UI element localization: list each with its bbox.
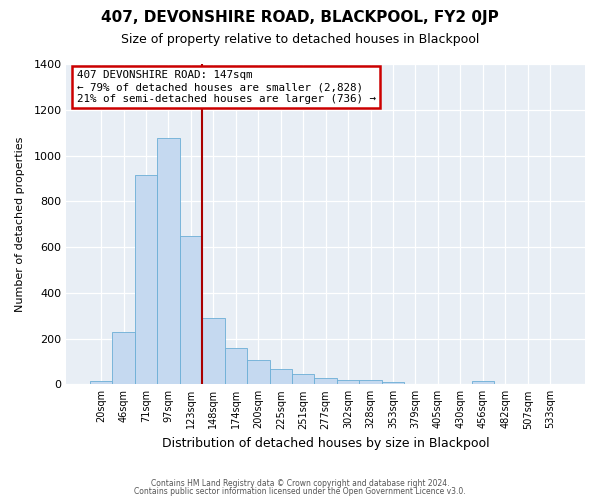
Text: Size of property relative to detached houses in Blackpool: Size of property relative to detached ho… (121, 32, 479, 46)
Bar (292, 374, 314, 384)
Bar (180, 236, 202, 384)
Bar (314, 378, 337, 384)
Text: 407, DEVONSHIRE ROAD, BLACKPOOL, FY2 0JP: 407, DEVONSHIRE ROAD, BLACKPOOL, FY2 0JP (101, 10, 499, 25)
Bar (472, 381, 494, 384)
Bar (90, 381, 112, 384)
X-axis label: Distribution of detached houses by size in Blackpool: Distribution of detached houses by size … (162, 437, 490, 450)
Bar (112, 332, 135, 384)
Bar (157, 138, 180, 384)
Bar (359, 380, 382, 384)
Text: 407 DEVONSHIRE ROAD: 147sqm
← 79% of detached houses are smaller (2,828)
21% of : 407 DEVONSHIRE ROAD: 147sqm ← 79% of det… (77, 70, 376, 104)
Bar (269, 368, 292, 384)
Bar (247, 360, 269, 384)
Y-axis label: Number of detached properties: Number of detached properties (15, 136, 25, 312)
Bar (224, 348, 247, 385)
Bar (337, 380, 359, 384)
Bar (382, 382, 404, 384)
Bar (135, 175, 157, 384)
Bar (202, 318, 224, 384)
Text: Contains public sector information licensed under the Open Government Licence v3: Contains public sector information licen… (134, 487, 466, 496)
Text: Contains HM Land Registry data © Crown copyright and database right 2024.: Contains HM Land Registry data © Crown c… (151, 478, 449, 488)
